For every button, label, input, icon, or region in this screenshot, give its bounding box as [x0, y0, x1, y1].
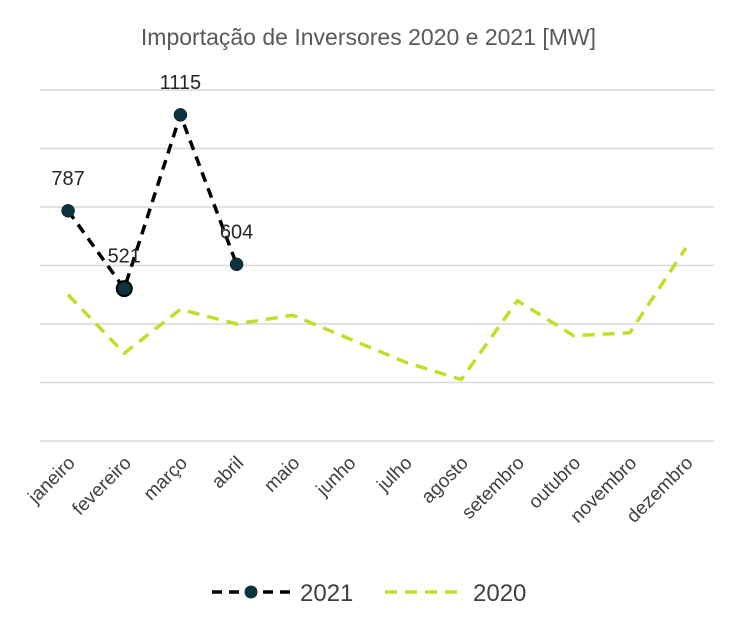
x-tick-label: abril: [208, 453, 248, 493]
x-tick-label: julho: [373, 453, 417, 497]
legend-label-2021: 2021: [300, 580, 353, 607]
x-tick-label: janeiro: [24, 453, 80, 509]
gridlines: [40, 89, 714, 442]
data-labels: 787 521 1115 604: [51, 72, 253, 268]
x-tick-label: junho: [312, 453, 360, 501]
series-2021-point: [229, 257, 244, 272]
x-tick-label: agosto: [418, 453, 473, 508]
data-label: 604: [220, 221, 253, 243]
x-tick-label: março: [140, 453, 192, 505]
series-2020-line: [66, 246, 688, 382]
legend-marker-2021: [244, 585, 258, 599]
data-label: 1115: [160, 72, 202, 94]
series-layer: [61, 108, 688, 382]
x-tick-label: maio: [260, 453, 304, 497]
x-tick-label: fevereiro: [69, 453, 136, 520]
chart-title: Importação de Inversores 2020 e 2021 [MW…: [140, 24, 597, 50]
series-2021-point: [61, 204, 75, 218]
legend-item-2020: 2020: [385, 580, 526, 607]
x-tick-label: setembro: [458, 453, 529, 524]
series-2021-point: [115, 280, 133, 298]
legend-item-2021: 2021: [212, 580, 353, 607]
data-label: 787: [51, 168, 84, 190]
data-label: 521: [108, 246, 141, 268]
series-2021-point: [173, 108, 188, 122]
legend-label-2020: 2020: [473, 580, 526, 607]
legend: 2021 2020: [212, 580, 526, 607]
series-2021-line: [66, 113, 239, 291]
